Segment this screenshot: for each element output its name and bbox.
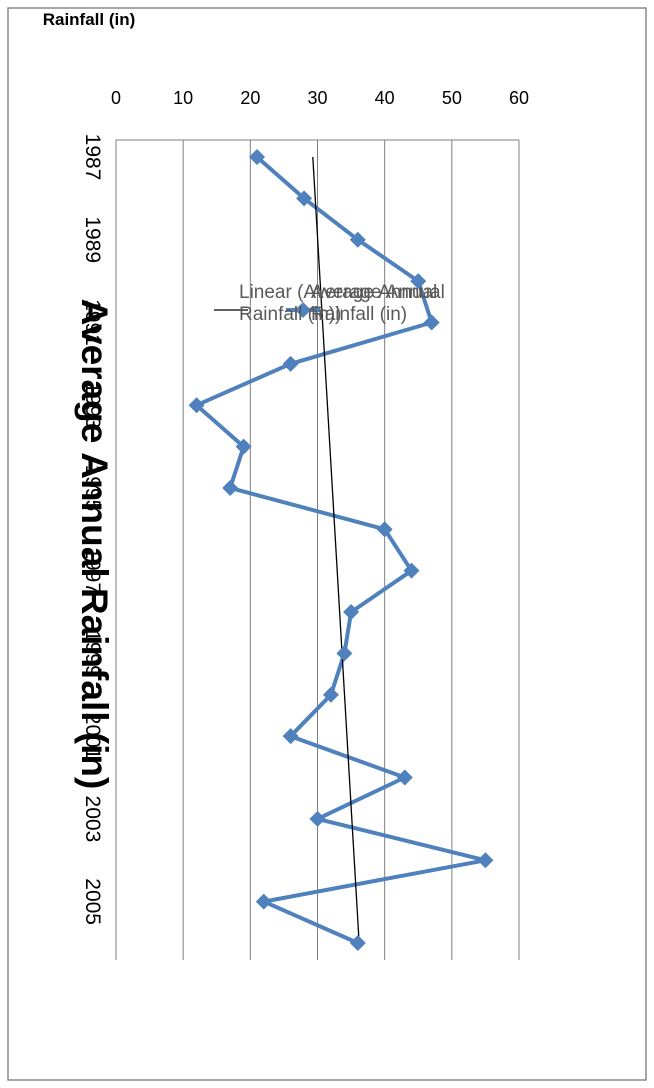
x-tick-label: 1989 bbox=[81, 216, 104, 263]
data-point bbox=[282, 355, 299, 372]
series-layer bbox=[188, 149, 494, 951]
y-tick-label: 30 bbox=[307, 88, 327, 108]
data-point bbox=[343, 604, 360, 621]
x-tick-label: 2005 bbox=[81, 878, 104, 925]
data-point bbox=[235, 438, 252, 455]
data-point bbox=[336, 645, 353, 662]
y-tick-label: 60 bbox=[509, 88, 529, 108]
data-point bbox=[222, 479, 239, 496]
x-tick-label: 1995 bbox=[81, 465, 104, 512]
x-axis-ticks: 1987 1989 1991 1993 1995 1997 1999 2001 2003 2005 bbox=[81, 134, 104, 925]
y-tick-label: 0 bbox=[111, 88, 121, 108]
x-tick-label: 1991 bbox=[81, 299, 104, 346]
legend-item-trendline: Linear (Average Annual Rainfall (in)) bbox=[214, 282, 437, 325]
legend-label-rainfall: Average Annual Rainfall (in) bbox=[311, 282, 445, 325]
x-tick-label: 2003 bbox=[81, 796, 104, 843]
y-tick-label: 40 bbox=[375, 88, 395, 108]
data-point bbox=[423, 314, 440, 331]
data-point bbox=[376, 521, 393, 538]
data-point bbox=[255, 893, 272, 910]
data-point bbox=[309, 810, 326, 827]
x-tick-label: 2001 bbox=[81, 713, 104, 760]
legend: Average Annual Rainfall (in) Linear (Aver… bbox=[214, 282, 445, 325]
x-tick-label: 1997 bbox=[81, 547, 104, 594]
data-point bbox=[410, 273, 427, 290]
chart-border bbox=[7, 7, 647, 1081]
y-axis-label: Rainfall (in) bbox=[43, 10, 136, 29]
data-point bbox=[349, 231, 366, 248]
data-point bbox=[396, 769, 413, 786]
legend-item-rainfall: Average Annual Rainfall (in) bbox=[286, 282, 445, 325]
data-point bbox=[349, 935, 366, 951]
data-point bbox=[322, 686, 339, 703]
series-line-rainfall bbox=[194, 155, 488, 945]
y-axis-ticks: 0 10 20 30 40 50 60 bbox=[111, 88, 529, 108]
y-tick-label: 10 bbox=[173, 88, 193, 108]
data-point bbox=[403, 562, 420, 579]
y-tick-label: 20 bbox=[240, 88, 260, 108]
legend-label-trendline: Linear (Average Annual Rainfall (in)) bbox=[239, 282, 437, 325]
y-tick-label: 50 bbox=[442, 88, 462, 108]
legend-marker-rainfall bbox=[295, 302, 311, 318]
data-point bbox=[282, 728, 299, 745]
chart-title: Average Annual Rainfall (in) bbox=[74, 299, 115, 790]
data-point bbox=[249, 149, 266, 165]
x-tick-label: 1993 bbox=[81, 382, 104, 429]
data-point bbox=[477, 852, 494, 869]
trendline bbox=[312, 156, 360, 944]
data-point bbox=[296, 190, 313, 207]
x-tick-label: 1987 bbox=[81, 134, 104, 181]
data-point bbox=[188, 397, 205, 414]
x-tick-label: 1999 bbox=[81, 630, 104, 677]
